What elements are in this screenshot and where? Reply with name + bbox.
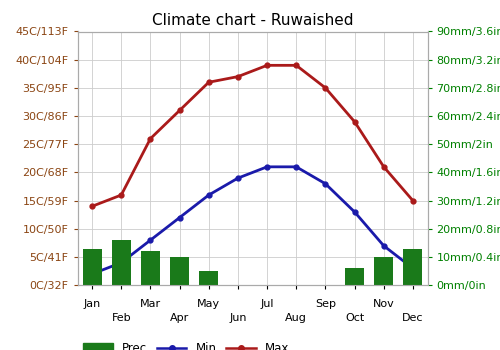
Bar (200, 271, 218, 285)
Legend: Prec, Min, Max: Prec, Min, Max (84, 342, 290, 350)
Text: May: May (197, 299, 220, 309)
Title: Climate chart - Ruwaished: Climate chart - Ruwaished (152, 13, 353, 28)
Bar (82, 248, 102, 285)
Text: Aug: Aug (286, 313, 307, 323)
Text: Apr: Apr (170, 313, 189, 323)
Text: Mar: Mar (140, 299, 161, 309)
Text: Nov: Nov (373, 299, 394, 309)
Text: Dec: Dec (402, 313, 423, 323)
Bar (404, 248, 422, 285)
Text: Jul: Jul (260, 299, 274, 309)
Bar (374, 257, 393, 285)
Text: Sep: Sep (315, 299, 336, 309)
Text: Oct: Oct (345, 313, 364, 323)
Bar (141, 251, 160, 285)
Text: Jan: Jan (84, 299, 100, 309)
Text: Jun: Jun (229, 313, 246, 323)
Text: Feb: Feb (112, 313, 131, 323)
Bar (170, 257, 189, 285)
Bar (112, 240, 130, 285)
Bar (345, 268, 364, 285)
